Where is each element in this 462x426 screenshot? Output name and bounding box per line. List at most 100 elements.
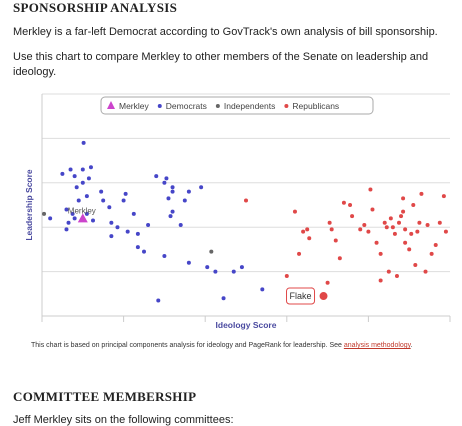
- democrats-point[interactable]: [186, 260, 191, 265]
- democrats-point[interactable]: [221, 296, 226, 301]
- democrats-point[interactable]: [99, 189, 104, 194]
- democrats-point[interactable]: [182, 198, 187, 203]
- democrats-point[interactable]: [88, 165, 93, 170]
- democrats-point[interactable]: [109, 234, 114, 239]
- democrats-point[interactable]: [48, 216, 53, 221]
- republicans-point[interactable]: [419, 191, 424, 196]
- republicans-point[interactable]: [325, 280, 330, 285]
- democrats-point[interactable]: [84, 211, 89, 216]
- republicans-point[interactable]: [394, 274, 399, 279]
- democrats-point[interactable]: [135, 231, 140, 236]
- republicans-point[interactable]: [433, 242, 438, 247]
- democrats-point[interactable]: [70, 211, 75, 216]
- democrats-point[interactable]: [260, 287, 265, 292]
- republicans-point[interactable]: [382, 220, 387, 225]
- democrats-point[interactable]: [86, 176, 91, 181]
- democrats-point[interactable]: [162, 180, 167, 185]
- democrats-point[interactable]: [107, 205, 112, 210]
- merkley-marker[interactable]: [77, 213, 88, 223]
- republicans-point[interactable]: [374, 240, 379, 245]
- democrats-point[interactable]: [64, 227, 69, 232]
- republicans-point[interactable]: [441, 194, 446, 199]
- democrats-point[interactable]: [60, 171, 65, 176]
- democrats-point[interactable]: [154, 174, 159, 179]
- republicans-point[interactable]: [301, 229, 306, 234]
- republicans-point[interactable]: [407, 247, 412, 252]
- democrats-point[interactable]: [84, 194, 89, 199]
- republicans-point[interactable]: [401, 196, 406, 201]
- democrats-point[interactable]: [121, 198, 126, 203]
- democrats-point[interactable]: [115, 225, 120, 230]
- republicans-point[interactable]: [333, 238, 338, 243]
- republicans-point[interactable]: [327, 220, 332, 225]
- democrats-point[interactable]: [131, 211, 136, 216]
- republicans-point[interactable]: [341, 200, 346, 205]
- legend-independents-label[interactable]: Independents: [224, 101, 276, 111]
- republicans-point[interactable]: [284, 274, 289, 279]
- republicans-point[interactable]: [413, 262, 418, 267]
- republicans-point[interactable]: [297, 251, 302, 256]
- republicans-point[interactable]: [368, 187, 373, 192]
- democrats-point[interactable]: [199, 185, 204, 190]
- democrats-point[interactable]: [135, 245, 140, 250]
- democrats-point[interactable]: [142, 249, 146, 254]
- democrats-point[interactable]: [91, 218, 95, 223]
- democrats-point[interactable]: [146, 222, 151, 227]
- democrats-point[interactable]: [74, 185, 79, 190]
- republicans-point[interactable]: [429, 251, 434, 256]
- democrats-point[interactable]: [125, 229, 130, 234]
- republicans-point[interactable]: [417, 220, 422, 225]
- independents-point[interactable]: [42, 211, 47, 216]
- democrats-point[interactable]: [156, 298, 161, 303]
- republicans-point[interactable]: [337, 256, 342, 261]
- legend-merkley-label[interactable]: Merkley: [119, 101, 150, 111]
- democrats-point[interactable]: [80, 167, 85, 172]
- republicans-point[interactable]: [366, 229, 371, 234]
- republicans-point[interactable]: [390, 225, 395, 230]
- republicans-point[interactable]: [388, 216, 393, 221]
- analysis-methodology-link[interactable]: analysis methodology: [343, 342, 411, 349]
- republicans-point[interactable]: [423, 269, 428, 274]
- republicans-point[interactable]: [348, 203, 353, 207]
- democrats-point[interactable]: [170, 209, 175, 214]
- republicans-point[interactable]: [415, 229, 420, 234]
- republicans-point[interactable]: [425, 222, 430, 227]
- democrats-point[interactable]: [178, 222, 183, 227]
- republicans-point[interactable]: [411, 203, 416, 207]
- legend-democrats-label[interactable]: Democrats: [166, 101, 207, 111]
- republicans-point[interactable]: [392, 231, 397, 236]
- republicans-point[interactable]: [384, 225, 389, 230]
- democrats-point[interactable]: [66, 220, 71, 225]
- democrats-point[interactable]: [164, 176, 169, 181]
- democrats-point[interactable]: [170, 185, 175, 190]
- democrats-point[interactable]: [123, 191, 128, 196]
- democrats-point[interactable]: [76, 198, 81, 203]
- democrats-point[interactable]: [170, 189, 175, 194]
- democrats-point[interactable]: [186, 189, 191, 194]
- leadership-ideology-chart[interactable]: Merkley Flake Merkley Democrats Independent…: [0, 88, 462, 340]
- democrats-point[interactable]: [101, 198, 106, 203]
- democrats-point[interactable]: [64, 207, 69, 212]
- democrats-point[interactable]: [81, 140, 86, 145]
- republicans-point[interactable]: [437, 220, 442, 225]
- republicans-point[interactable]: [329, 227, 334, 232]
- democrats-point[interactable]: [231, 269, 236, 274]
- republicans-point[interactable]: [403, 240, 408, 245]
- democrats-point[interactable]: [109, 220, 114, 225]
- democrats-point[interactable]: [213, 269, 218, 274]
- republicans-point[interactable]: [378, 251, 383, 256]
- republicans-point[interactable]: [386, 269, 391, 274]
- democrats-point[interactable]: [205, 265, 210, 270]
- democrats-point[interactable]: [68, 167, 73, 172]
- democrats-point[interactable]: [239, 265, 244, 270]
- republicans-point[interactable]: [403, 227, 408, 232]
- republicans-point[interactable]: [401, 209, 406, 214]
- republicans-point[interactable]: [307, 236, 312, 241]
- republicans-point[interactable]: [292, 209, 297, 214]
- republicans-point[interactable]: [399, 214, 404, 219]
- democrats-point[interactable]: [80, 180, 85, 185]
- republicans-point[interactable]: [409, 231, 414, 236]
- republicans-point[interactable]: [358, 227, 363, 232]
- democrats-point[interactable]: [162, 254, 167, 259]
- republicans-point[interactable]: [378, 278, 383, 283]
